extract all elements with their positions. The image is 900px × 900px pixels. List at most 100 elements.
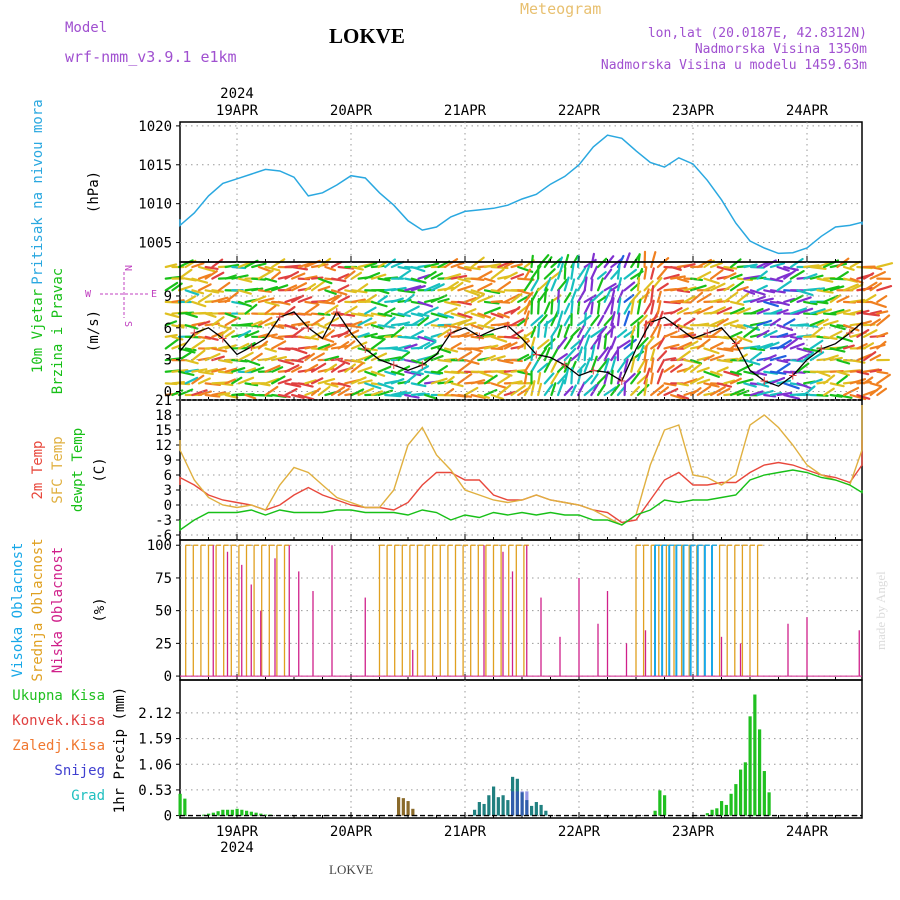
wind-arrow <box>177 268 193 280</box>
precip-bar <box>226 809 230 816</box>
y-tick-label: 0.53 <box>138 783 172 799</box>
wind-arrow <box>164 312 180 319</box>
wind-arrow <box>390 312 405 318</box>
wind-arrow <box>424 282 441 292</box>
wind-arrow <box>330 261 343 269</box>
wind-arrow <box>217 281 231 292</box>
wind-arrow <box>417 374 430 385</box>
wind-arrow <box>723 370 740 377</box>
wind-arrow <box>836 271 849 280</box>
precip-bar <box>235 808 239 816</box>
wind-arrow <box>703 370 720 378</box>
wind-arrow <box>576 266 587 280</box>
wind-arrow <box>703 277 720 285</box>
wind-arrow <box>783 297 796 304</box>
precip-bar <box>753 694 757 816</box>
precip-bar <box>743 762 747 816</box>
wind-arrow <box>650 299 655 315</box>
gust-marker: + <box>218 331 228 345</box>
wind-arrow <box>297 382 314 388</box>
day-label-top: 22APR <box>558 103 601 119</box>
wind-arrow <box>271 258 286 269</box>
wind-arrow <box>523 277 534 292</box>
wind-arrow <box>244 324 263 328</box>
wind-arrow <box>836 309 851 315</box>
wind-arrow <box>443 307 458 315</box>
wind-arrow <box>590 252 596 269</box>
wind-arrow <box>443 324 462 330</box>
wind-arrow <box>443 388 455 397</box>
wind-arrow <box>364 271 381 280</box>
snow-bar <box>525 791 529 816</box>
wind-arrow <box>424 262 440 269</box>
wind-arrow <box>836 375 848 385</box>
wind-arrow <box>191 300 207 308</box>
wind-arrow <box>683 317 696 327</box>
wind-arrow <box>543 286 548 304</box>
wind-arrow <box>217 345 231 350</box>
wind-arrow <box>483 316 496 327</box>
wind-arrow <box>590 326 606 338</box>
wind-arrow <box>822 374 836 385</box>
wind-arrow <box>729 324 747 330</box>
wind-arrow <box>663 382 677 387</box>
wind-arrow <box>304 389 317 397</box>
wind-arrow <box>716 317 729 327</box>
wind-arrow <box>397 289 416 294</box>
wind-arrow <box>443 300 462 307</box>
wind-arrow <box>384 258 397 269</box>
snow-bar <box>515 791 519 816</box>
wind-arrow <box>876 387 888 397</box>
wind-arrow <box>563 385 574 397</box>
wind-arrow <box>530 380 536 397</box>
wind-arrow <box>550 309 560 327</box>
wind-arrow <box>689 284 707 292</box>
wind-arrow <box>789 335 803 340</box>
wind-arrow <box>656 267 668 280</box>
y-tick-label: 21 <box>155 393 172 409</box>
wind-arrow <box>663 273 680 280</box>
wind-arrow <box>809 351 825 362</box>
precip-legend-1: Konvek.Kisa <box>12 713 105 729</box>
wind-arrow <box>264 300 280 307</box>
wind-arrow <box>829 285 845 292</box>
wind-arrow <box>317 285 331 292</box>
wind-arrow <box>869 271 886 280</box>
high-cloud-label: Visoka Oblacnost <box>10 543 26 678</box>
wind-arrow <box>417 316 429 327</box>
wind-arrow <box>803 385 816 397</box>
wind-arrow <box>357 379 373 385</box>
wind-arrow <box>510 380 523 385</box>
wind-arrow <box>211 289 225 293</box>
wind-arrow <box>543 301 551 315</box>
precip-bar <box>530 805 534 816</box>
wind-arrow <box>563 336 574 350</box>
wind-arrow <box>783 393 801 400</box>
wind-arrow <box>716 387 731 397</box>
wind-arrow <box>590 290 604 304</box>
wind-arrow <box>743 382 757 388</box>
temp-line-1 <box>179 405 863 526</box>
wind-arrow <box>543 347 551 362</box>
wind-arrow <box>490 268 505 280</box>
wind-arrow <box>616 371 623 385</box>
wind-arrow <box>869 265 883 271</box>
wind-arrow <box>836 345 849 350</box>
wind-arrow <box>297 296 313 304</box>
wind-arrow <box>869 310 883 315</box>
wind-arrow <box>350 376 367 385</box>
wind-arrow <box>184 347 197 352</box>
wind-arrow <box>590 337 600 350</box>
wind-arrow <box>530 325 537 338</box>
gust-marker: + <box>503 319 513 333</box>
y-tick-label: 18 <box>155 408 172 424</box>
wind-arrow <box>537 362 549 373</box>
wind-arrow <box>776 339 792 350</box>
wind-arrow <box>304 303 320 315</box>
compass-w: W <box>85 289 92 300</box>
wind-arrow <box>364 321 377 327</box>
wind-arrow <box>364 382 382 390</box>
station-title: LOKVE <box>329 24 405 48</box>
wind-arrow <box>650 384 665 397</box>
wind-arrow <box>876 340 887 350</box>
